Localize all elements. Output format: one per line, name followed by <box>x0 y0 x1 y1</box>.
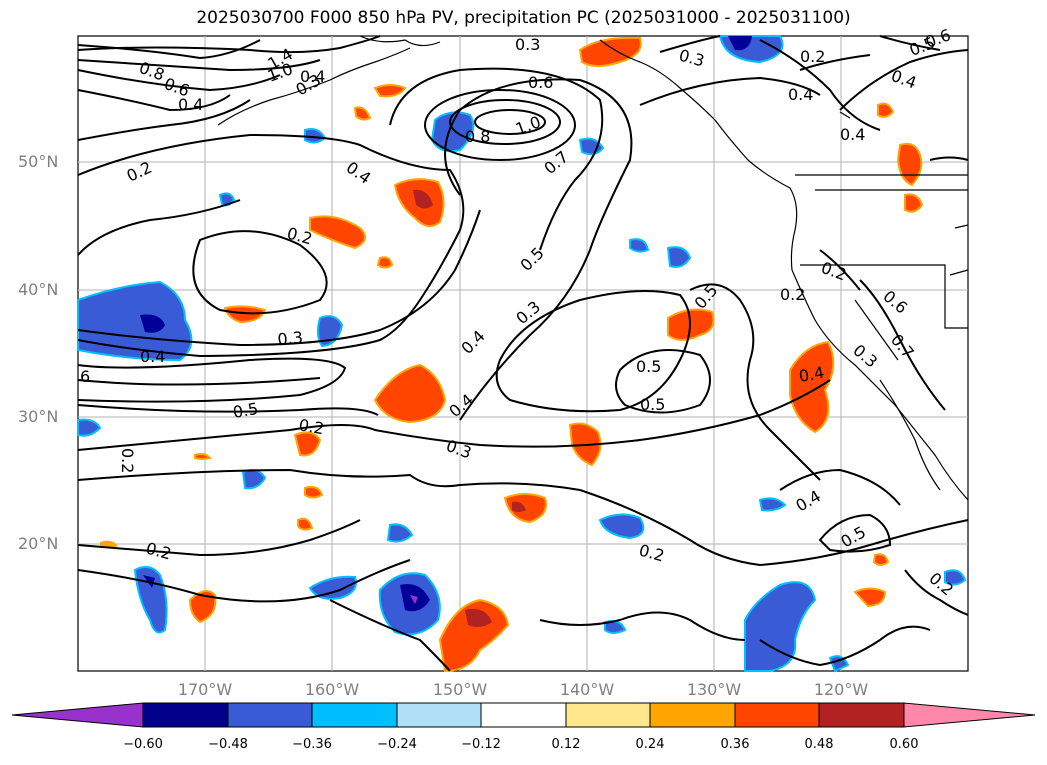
contour-label: 0.4 <box>178 95 203 114</box>
contour-label: 0.8 <box>465 127 490 146</box>
coastlines <box>217 35 969 501</box>
colorbar-tick-label: 0.48 <box>804 737 834 752</box>
contour-label: 0.4 <box>140 347 165 366</box>
contour-label: 0.3 <box>277 328 304 349</box>
contour-label: 0.4 <box>797 363 825 386</box>
contour-label: 0.4 <box>840 125 865 144</box>
colorbar-over-arrow <box>903 702 1036 728</box>
lon-label: 140°W <box>559 680 615 699</box>
colorbar-tick-label: 0.12 <box>551 737 581 752</box>
colorbar-under-arrow <box>11 702 144 728</box>
contour-label: 0.2 <box>780 285 805 304</box>
colorbar-segment <box>142 702 229 728</box>
colorbar-tick-label: −0.36 <box>292 737 332 752</box>
colorbar <box>11 702 1036 728</box>
colorbar-tick-label: 0.24 <box>635 737 665 752</box>
lon-label: 170°W <box>177 680 233 699</box>
colorbar-tick-label: 0.36 <box>720 737 750 752</box>
colorbar-tick-label: −0.24 <box>377 737 417 752</box>
lat-label: 20°N <box>18 534 59 553</box>
colorbar-segment <box>734 702 820 728</box>
contour-label: 6 <box>80 367 90 386</box>
map-title: 2025030700 F000 850 hPa PV, precipitatio… <box>196 8 851 28</box>
lat-label: 40°N <box>18 280 59 299</box>
colorbar-segment <box>227 702 313 728</box>
lon-label: 150°W <box>432 680 488 699</box>
colorbar-tick-label: −0.60 <box>123 737 163 752</box>
contour-label: 0.2 <box>800 47 825 66</box>
contour-label: 0.4 <box>788 85 813 104</box>
contour-label: 0.6 <box>528 73 553 92</box>
contour-label: 0.3 <box>515 35 540 54</box>
contour-label: 0.5 <box>636 357 661 376</box>
contour-label: 0.5 <box>640 395 665 414</box>
contour-label: 0.4 <box>300 67 325 86</box>
pv-contours <box>77 35 969 672</box>
colorbar-segment <box>649 702 736 728</box>
contour-label: 0.2 <box>118 448 137 473</box>
colorbar-tick-label: 0.60 <box>889 737 919 752</box>
colorbar-tick-label: −0.12 <box>461 737 501 752</box>
colorbar-segment <box>396 702 482 728</box>
colorbar-segment <box>818 702 905 728</box>
colorbar-segment <box>311 702 398 728</box>
lat-label: 50°N <box>18 152 59 171</box>
contour-label: 0.2 <box>297 415 325 438</box>
lon-label: 160°W <box>304 680 360 699</box>
colorbar-tick-label: −0.48 <box>208 737 248 752</box>
colorbar-segment <box>565 702 651 728</box>
lon-label: 130°W <box>686 680 742 699</box>
lon-label: 120°W <box>813 680 869 699</box>
contour-label: 0.5 <box>231 399 259 422</box>
lat-label: 30°N <box>18 407 59 426</box>
colorbar-segment <box>480 702 567 728</box>
